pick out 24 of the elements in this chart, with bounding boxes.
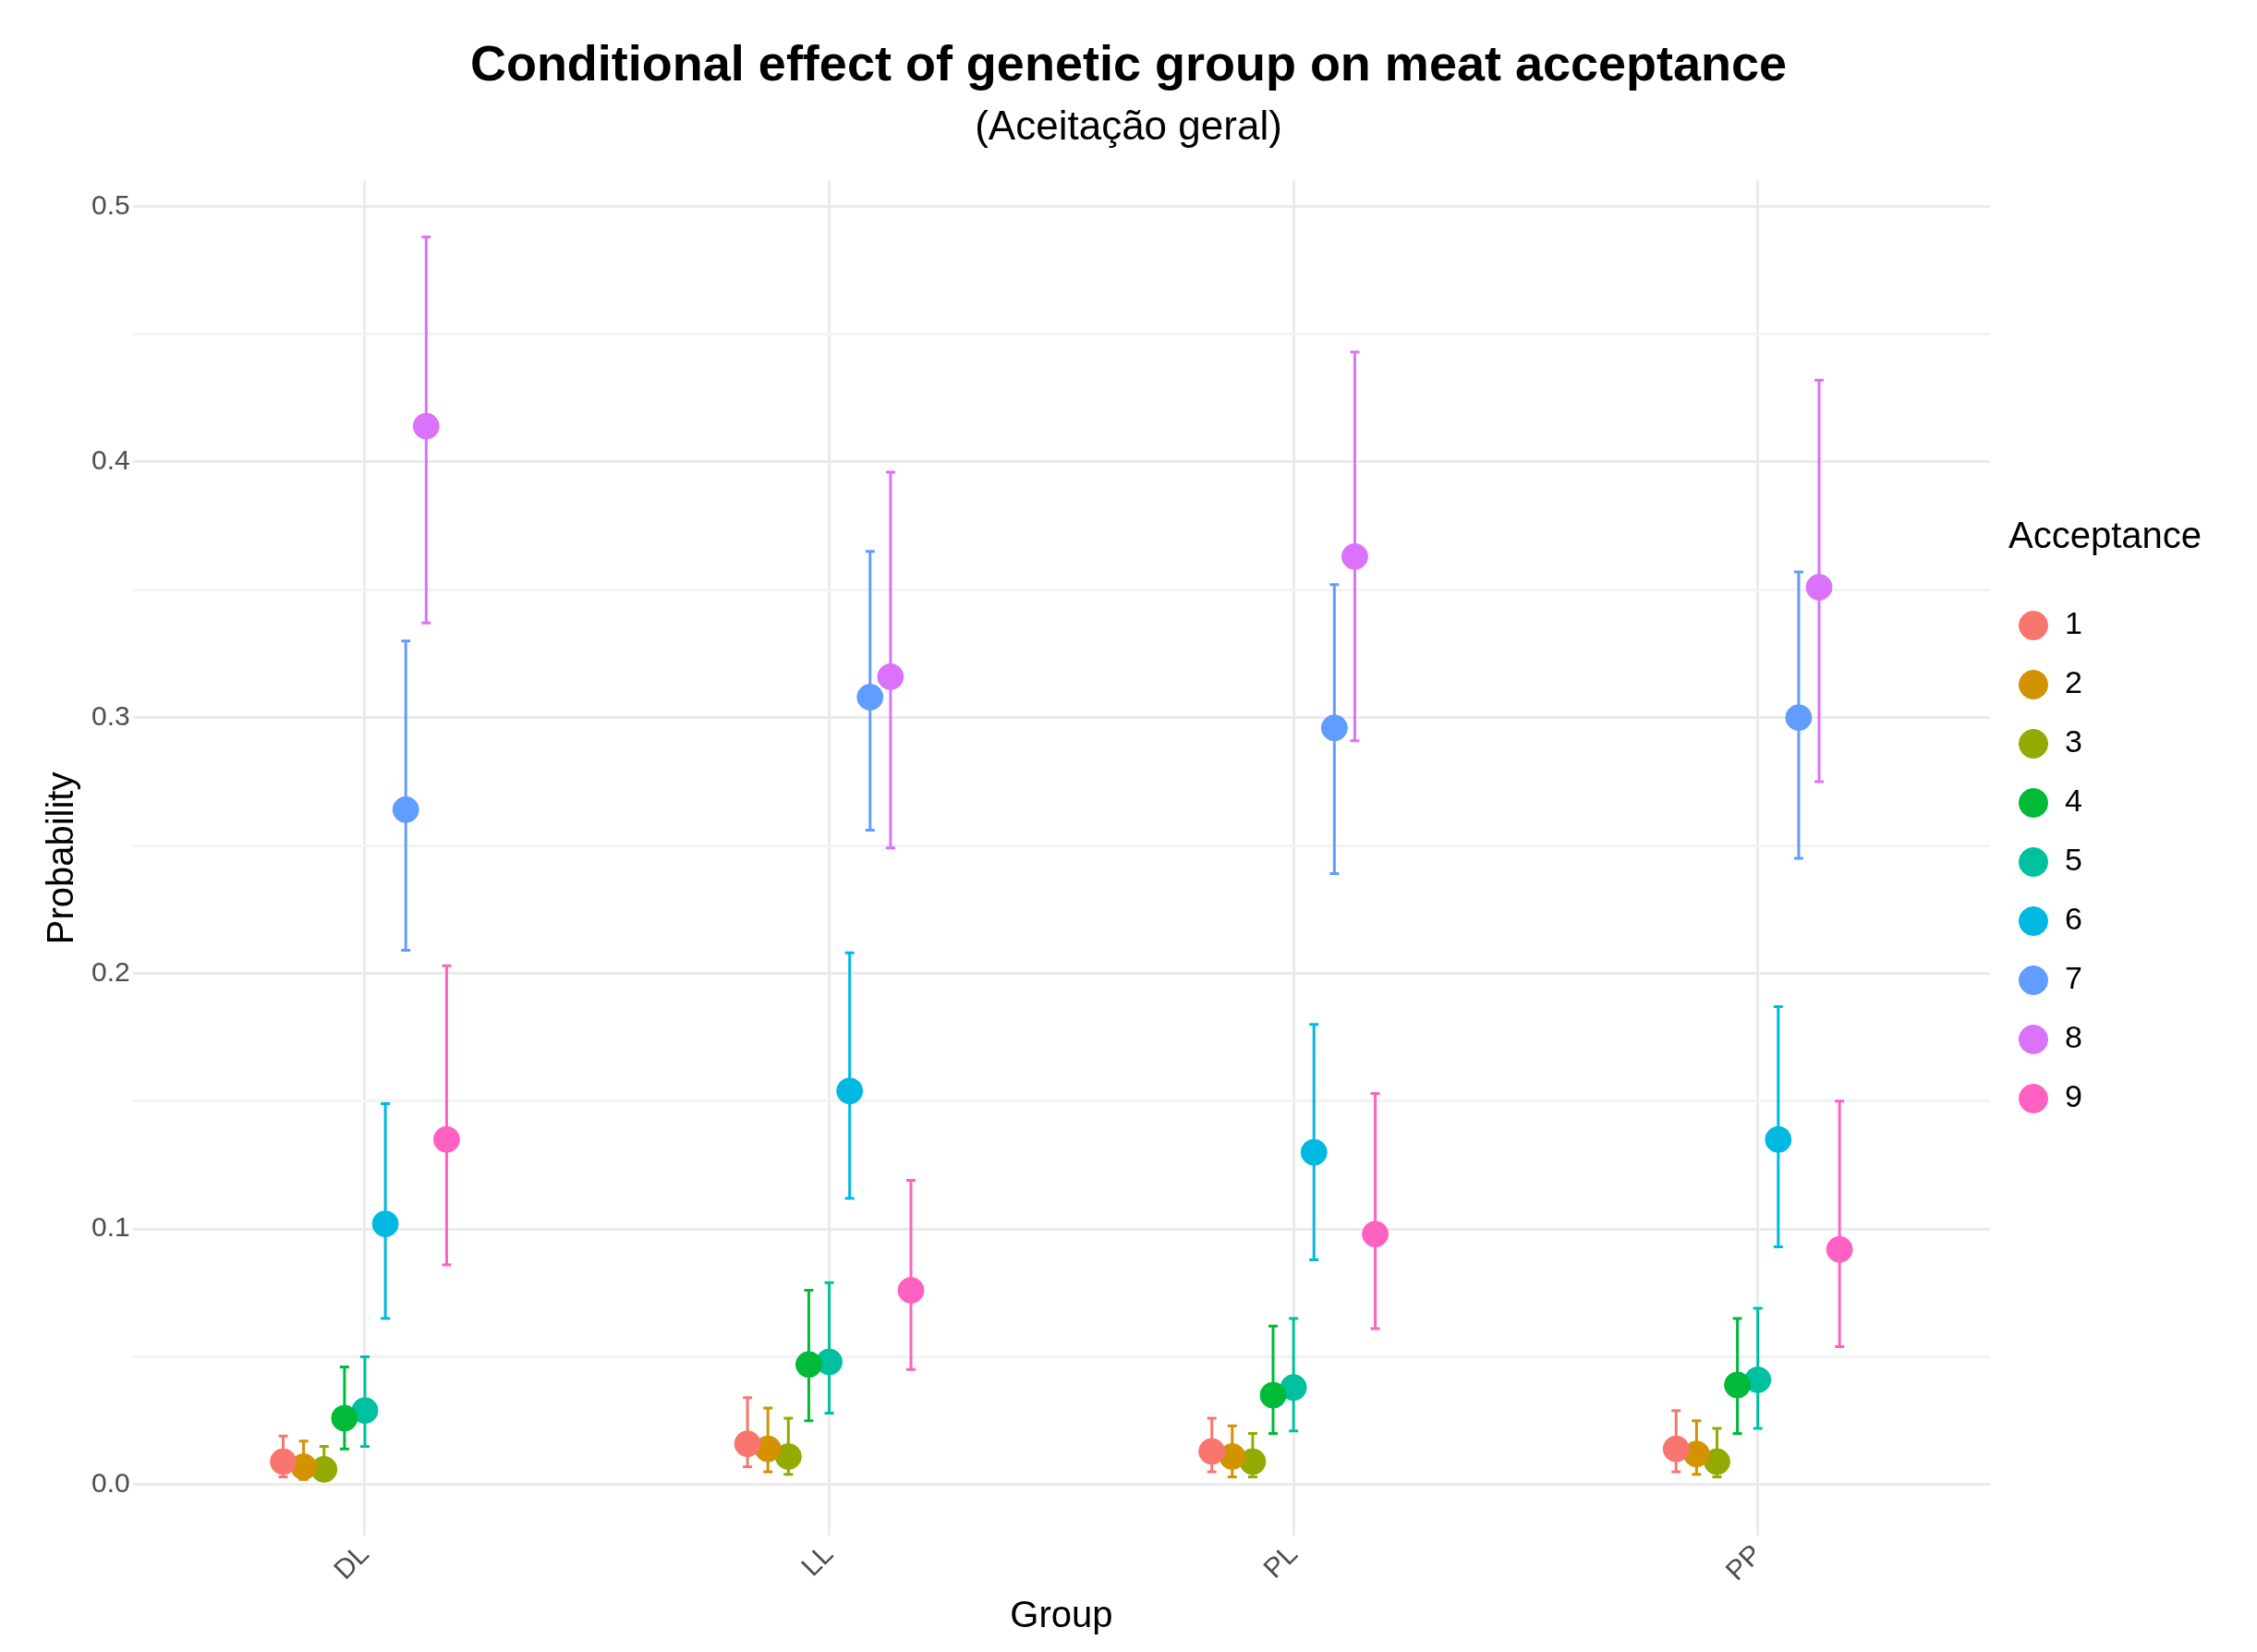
x-tick-label: PP <box>1719 1537 1767 1586</box>
legend-label: 8 <box>2064 1019 2082 1055</box>
y-tick-label: 0.2 <box>91 955 130 987</box>
chart-title: Conditional effect of genetic group on meat acceptance <box>469 35 1788 91</box>
y-axis-title: Probability <box>40 771 81 945</box>
legend-title: Acceptance <box>2008 515 2202 556</box>
x-tick-label: LL <box>795 1537 839 1582</box>
legend-label: 7 <box>2064 960 2082 996</box>
legend-label: 4 <box>2064 783 2082 819</box>
chart-subtitle: (Aceitação geral) <box>975 103 1282 149</box>
legend-label: 1 <box>2064 605 2082 641</box>
legend-label: 2 <box>2064 664 2082 700</box>
legend-label: 5 <box>2064 842 2082 878</box>
legend-label: 9 <box>2064 1078 2082 1114</box>
y-tick-label: 0.3 <box>91 699 130 731</box>
x-axis-title: Group <box>1010 1594 1113 1635</box>
y-tick-label: 0.1 <box>91 1211 130 1243</box>
y-tick-label: 0.5 <box>91 188 130 220</box>
legend-label: 6 <box>2064 901 2082 937</box>
y-tick-label: 0.0 <box>91 1467 130 1499</box>
x-tick-label: DL <box>327 1537 375 1585</box>
y-tick-label: 0.4 <box>91 444 130 476</box>
x-tick-label: PL <box>1256 1537 1304 1585</box>
legend-label: 3 <box>2064 723 2082 759</box>
